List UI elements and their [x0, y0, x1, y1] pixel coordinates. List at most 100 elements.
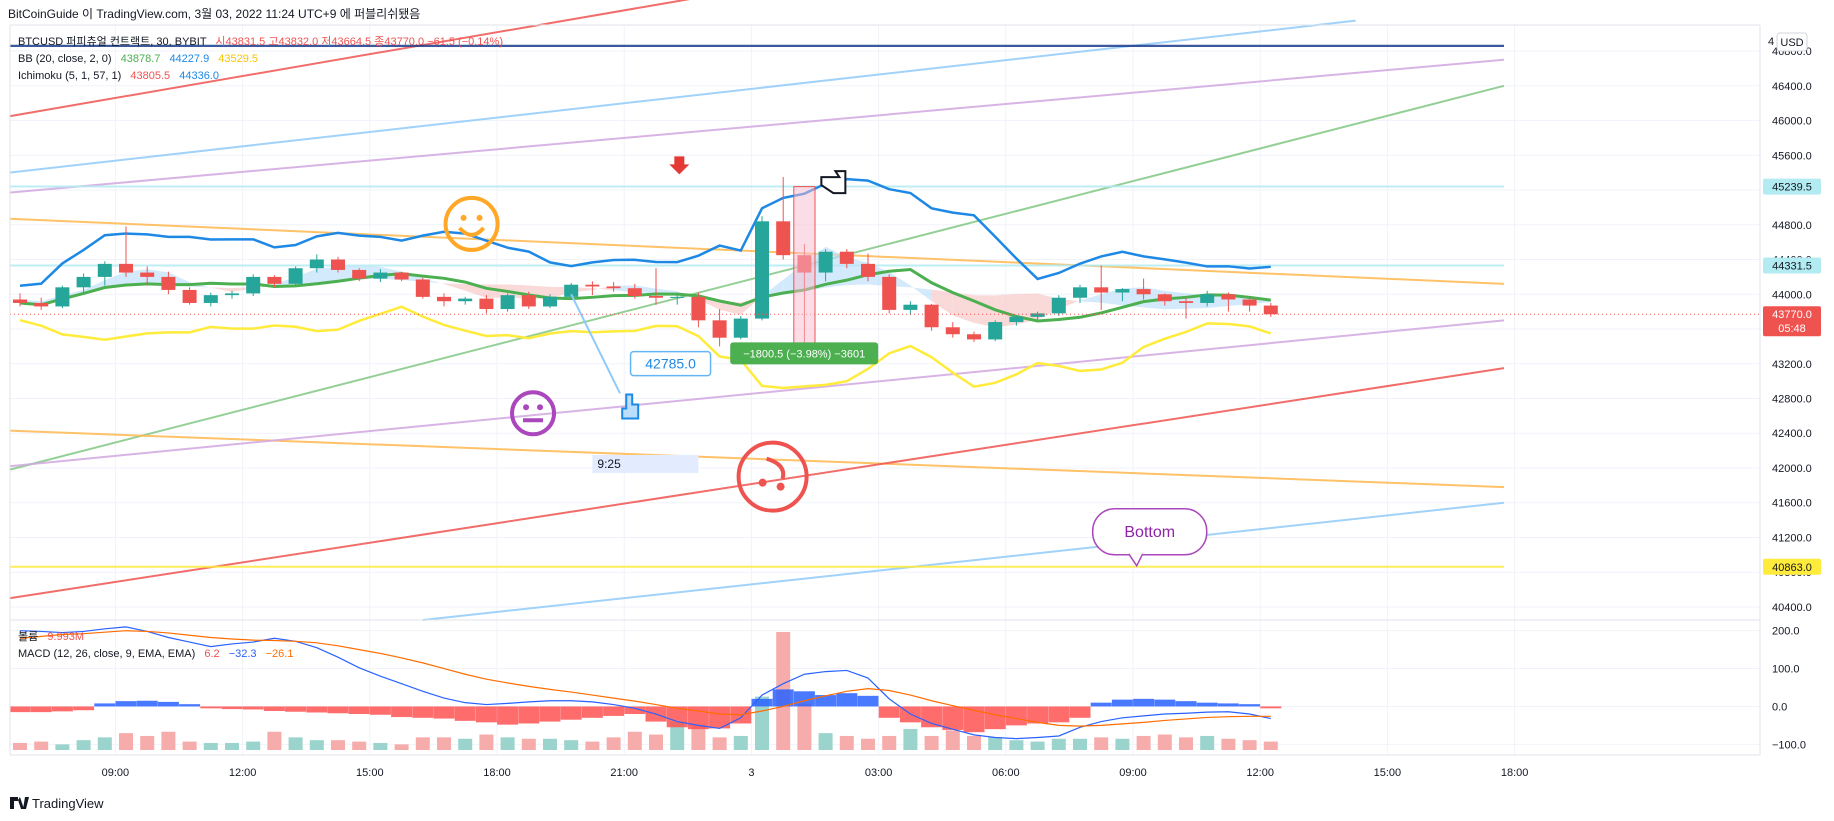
candle-body[interactable] [1009, 316, 1024, 323]
candle-body[interactable] [267, 276, 282, 284]
candle-body[interactable] [394, 272, 409, 280]
currency-badge[interactable] [1776, 32, 1808, 52]
candle-body[interactable] [34, 302, 49, 307]
candle-body[interactable] [1030, 313, 1045, 317]
candle-body[interactable] [1051, 297, 1066, 314]
candle-body[interactable] [246, 276, 261, 294]
time-tick-label: 03:00 [865, 767, 893, 779]
candle-body[interactable] [182, 289, 197, 303]
macd-legend-label[interactable]: MACD (12, 26, close, 9, EMA, EMA) [18, 648, 195, 660]
candle-body[interactable] [903, 304, 918, 310]
candle-body[interactable] [649, 296, 663, 298]
drawings[interactable]: −1800.5 (−3.98%) −3601 42785.0 9:25 Bottom [10, 156, 1760, 568]
volume-bar [458, 738, 473, 750]
volume-bar [967, 735, 981, 750]
candle-body[interactable] [670, 296, 685, 298]
candle-body[interactable] [203, 295, 218, 303]
trend-line[interactable] [422, 501, 1505, 621]
candle-body[interactable] [458, 298, 473, 302]
candle-body[interactable] [1094, 287, 1109, 293]
measure-label-box[interactable] [730, 342, 879, 365]
sad-face-icon[interactable] [736, 440, 809, 513]
cloud-segment [210, 287, 232, 292]
candle-body[interactable] [288, 268, 303, 284]
candle-body[interactable] [543, 296, 557, 307]
price-arrow-line[interactable] [570, 293, 621, 394]
candle-body[interactable] [140, 272, 155, 277]
candle-body[interactable] [1263, 305, 1278, 315]
price-callout[interactable] [629, 350, 712, 377]
candle-body[interactable] [606, 286, 621, 289]
candle-body[interactable] [225, 293, 239, 296]
candle-body[interactable] [1200, 294, 1215, 303]
candle-body[interactable] [564, 284, 579, 297]
symbol-name[interactable]: BTCUSD 퍼피츄얼 컨트랙트, 30, BYBIT [18, 34, 207, 48]
lower-legend[interactable]: 볼륨 9.993M MACD (12, 26, close, 9, EMA, E… [18, 630, 293, 660]
trend-line[interactable] [9, 429, 1505, 489]
candle-body[interactable] [415, 279, 430, 297]
candle-body[interactable] [1073, 287, 1087, 298]
bottom-callout[interactable] [1091, 508, 1208, 556]
candle-body[interactable] [627, 288, 642, 297]
candle-body[interactable] [373, 272, 388, 279]
candle-body[interactable] [97, 263, 112, 277]
candle-body[interactable] [924, 304, 939, 328]
macd-hist-bar [984, 706, 1006, 730]
candle-body[interactable] [945, 327, 960, 335]
macd-hist-bar [1196, 702, 1218, 707]
macd-hist-bar [30, 706, 52, 713]
candle-body[interactable] [161, 276, 176, 290]
candle-body[interactable] [437, 296, 451, 302]
trend-line[interactable] [9, 58, 1505, 194]
candle-body[interactable] [1221, 294, 1236, 300]
candle-body[interactable] [691, 296, 706, 321]
trend-line[interactable] [9, 0, 740, 118]
tradingview-logo[interactable]: TradingView [10, 796, 104, 811]
candle-body[interactable] [818, 251, 833, 273]
down-arrow-icon[interactable] [669, 156, 690, 175]
measure-box[interactable] [793, 186, 816, 346]
tradingview-brand: TradingView [32, 796, 104, 811]
volume-legend-label[interactable]: 볼륨 [18, 630, 38, 643]
candle-body[interactable] [55, 287, 70, 307]
candle-body[interactable] [309, 259, 324, 269]
candle-body[interactable] [1179, 301, 1193, 303]
bb-legend-label[interactable]: BB (20, close, 2, 0) [18, 53, 112, 65]
candle-body[interactable] [882, 276, 897, 310]
candle-body[interactable] [331, 259, 345, 270]
pointing-hand-right-icon[interactable] [820, 170, 847, 195]
happy-face-icon[interactable] [443, 195, 500, 252]
candle-body[interactable] [733, 318, 748, 338]
symbol-legend[interactable]: BTCUSD 퍼피츄얼 컨트랙트, 30, BYBIT 시43831.5 고43… [18, 34, 503, 82]
candle-body[interactable] [500, 295, 515, 310]
candle-body[interactable] [352, 269, 367, 279]
time-axis[interactable]: 09:00 12:00 15:00 18:00 21:00 3 03:00 06:00 09:0… [102, 767, 1529, 779]
time-tick-label: 15:00 [1374, 767, 1402, 779]
candle-body[interactable] [839, 251, 854, 264]
candle-body[interactable] [1242, 299, 1257, 306]
candle-body[interactable] [861, 263, 875, 277]
neutral-face-icon[interactable] [510, 390, 557, 437]
candle-body[interactable] [1157, 294, 1172, 302]
candle-body[interactable] [479, 298, 494, 310]
pointer-hand-icon[interactable] [621, 393, 640, 420]
trend-line[interactable] [9, 367, 1505, 600]
candle-body[interactable] [1136, 289, 1151, 295]
cloud-segment [83, 280, 105, 294]
trendlines[interactable] [9, 0, 1505, 621]
ichimoku-legend-label[interactable]: Ichimoku (5, 1, 57, 1) [18, 70, 121, 82]
candle-body[interactable] [776, 221, 791, 256]
candle-body[interactable] [76, 276, 91, 288]
candle-body[interactable] [13, 299, 27, 303]
candles[interactable] [13, 177, 1278, 347]
candle-body[interactable] [712, 320, 727, 338]
candle-body[interactable] [521, 295, 536, 307]
candle-body[interactable] [119, 263, 133, 273]
trend-line[interactable] [9, 319, 1505, 468]
candle-body[interactable] [755, 221, 769, 319]
candle-body[interactable] [585, 284, 600, 287]
candle-body[interactable] [1115, 289, 1130, 293]
candle-body[interactable] [967, 334, 981, 340]
candle-body[interactable] [988, 322, 1003, 340]
